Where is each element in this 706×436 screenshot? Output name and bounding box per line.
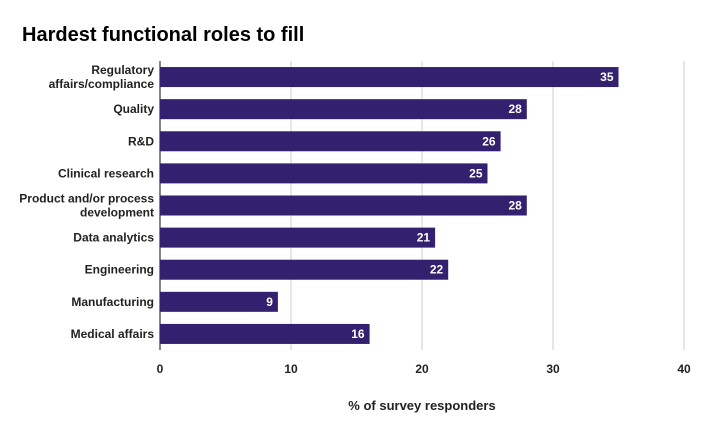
- bar: [160, 227, 436, 248]
- bar: [160, 99, 527, 120]
- category-label: Engineering: [85, 263, 154, 277]
- category-label: Data analytics: [73, 231, 154, 245]
- data-label: 16: [351, 327, 365, 341]
- bar: [160, 163, 488, 184]
- category-label: Medical affairs: [71, 327, 155, 341]
- x-tick-label: 40: [677, 362, 691, 376]
- data-label: 28: [508, 102, 522, 116]
- category-label: Manufacturing: [71, 295, 154, 309]
- chart-title: Hardest functional roles to fill: [22, 24, 304, 46]
- category-label: Regulatory affairs/compliance: [49, 63, 155, 91]
- data-label: 21: [417, 231, 431, 245]
- bar: [160, 291, 278, 312]
- bar: [160, 195, 527, 216]
- bar: [160, 131, 501, 152]
- x-tick-labels: 0 10 20 30 40: [157, 362, 691, 376]
- category-label: Clinical research: [58, 166, 154, 180]
- data-label: 26: [482, 134, 496, 148]
- category-label: R&D: [128, 134, 154, 148]
- category-label: Product and/or process development: [19, 192, 154, 220]
- x-tick-label: 0: [157, 362, 164, 376]
- data-label: 22: [430, 263, 444, 277]
- bar: [160, 323, 370, 344]
- data-label: 35: [600, 70, 614, 84]
- bars: 35 28 26 25 28 21 22 9 16: [160, 67, 619, 344]
- data-label: 25: [469, 166, 483, 180]
- category-label: Quality: [113, 102, 154, 116]
- bar: [160, 67, 619, 88]
- x-tick-label: 10: [284, 362, 298, 376]
- data-label: 28: [508, 199, 522, 213]
- bar: [160, 259, 449, 280]
- x-tick-label: 30: [546, 362, 560, 376]
- x-tick-label: 20: [415, 362, 429, 376]
- category-labels: Regulatory affairs/compliance Quality R&D Cl…: [19, 63, 154, 341]
- x-axis-label: % of survey responders: [348, 398, 495, 413]
- data-label: 9: [266, 295, 273, 309]
